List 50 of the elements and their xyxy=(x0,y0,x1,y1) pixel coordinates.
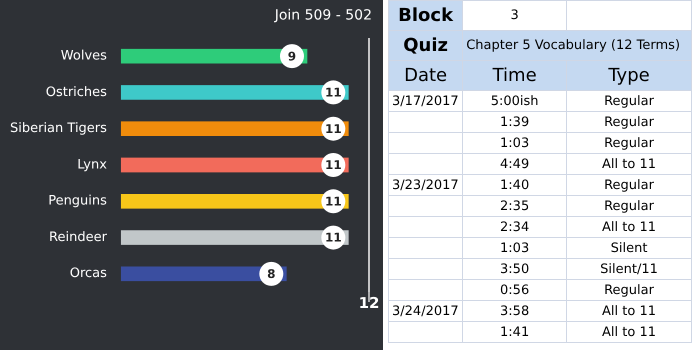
text: Date xyxy=(388,60,463,90)
category-label: 3/23/2017 xyxy=(392,178,459,192)
text: 1:03 xyxy=(500,136,530,150)
text: 2:34 xyxy=(500,220,530,234)
data-label: 11 xyxy=(324,86,342,100)
y-tick-label: Wolves xyxy=(60,48,108,64)
text: Regular xyxy=(604,94,654,108)
text: All to 11 xyxy=(602,156,656,172)
text: Block xyxy=(388,0,463,30)
text: Regular xyxy=(604,198,654,214)
text: 1:41 xyxy=(500,324,530,340)
text: 1:40 xyxy=(500,178,530,192)
text: Regular xyxy=(604,136,654,150)
text: 0:56 xyxy=(500,282,530,298)
text: All to 11 xyxy=(602,304,656,318)
text: Quiz xyxy=(388,30,463,60)
text: Regular xyxy=(604,178,654,192)
category-label: Type xyxy=(566,60,692,90)
y-tick-label: Lynx xyxy=(77,157,108,172)
text: All to 11 xyxy=(602,220,656,234)
data-label: 8 xyxy=(267,266,276,281)
category-label: Time xyxy=(462,60,567,90)
text: 1:39 xyxy=(500,114,530,130)
text: 3 xyxy=(462,0,567,30)
text: All to 11 xyxy=(602,324,656,340)
y-tick-label: Penguins xyxy=(48,194,108,209)
category-label: 3/24/2017 xyxy=(392,304,459,318)
y-tick-label: Reindeer xyxy=(49,230,108,245)
data-label: 9 xyxy=(288,49,296,64)
text: 1:03 xyxy=(500,240,530,256)
text: 3:50 xyxy=(500,262,530,276)
data-label: 11 xyxy=(324,122,342,136)
text: Silent xyxy=(610,240,648,256)
text: Silent/11 xyxy=(600,262,658,276)
data-label: 11 xyxy=(324,230,342,245)
text: Regular xyxy=(604,114,654,130)
text: 2:35 xyxy=(500,198,530,214)
text: 5:00ish xyxy=(490,94,539,108)
y-tick-label: Ostriches xyxy=(46,84,108,100)
text: 4:49 xyxy=(500,156,530,172)
text: Regular xyxy=(604,282,654,298)
y-tick-label: Siberian Tigers xyxy=(10,121,108,136)
text: Chapter 5 Vocabulary (12 Terms) xyxy=(462,30,692,60)
text: 3:58 xyxy=(500,304,530,318)
data-label: 11 xyxy=(324,194,342,208)
category-label: 3/17/2017 xyxy=(392,94,459,108)
text: Join 509 - 502 xyxy=(274,8,372,24)
data-label: 11 xyxy=(324,158,342,172)
x-tick-label: 12 xyxy=(358,294,380,312)
y-tick-label: Orcas xyxy=(70,266,108,282)
